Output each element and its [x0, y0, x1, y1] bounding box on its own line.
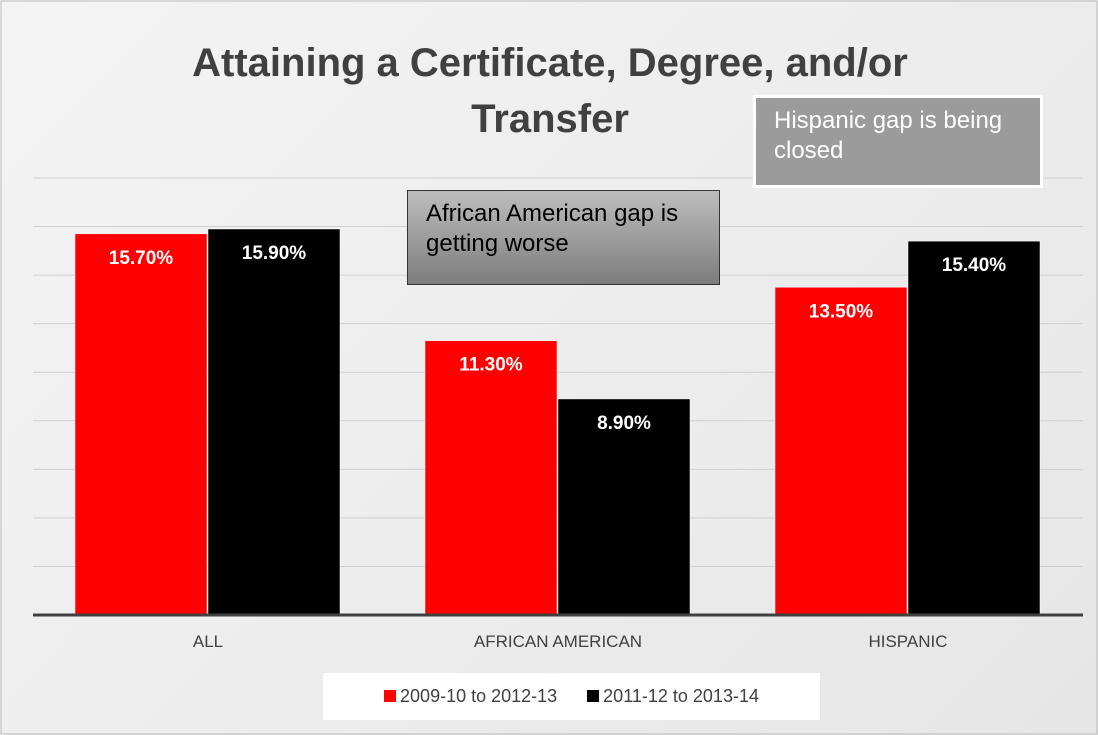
legend-swatch [587, 690, 600, 702]
legend: 2009-10 to 2012-13 2011-12 to 2013-14 [323, 673, 820, 720]
x-tick-label: ALL [193, 632, 223, 651]
x-tick-label: HISPANIC [868, 632, 947, 651]
legend-swatch [384, 690, 397, 702]
legend-item: 2011-12 to 2013-14 [587, 686, 759, 707]
bar [557, 398, 691, 616]
data-label: 11.30% [459, 355, 522, 376]
bar [774, 287, 908, 616]
data-label: 15.90% [242, 243, 307, 264]
data-label: 15.70% [109, 248, 174, 269]
data-label: 13.50% [809, 301, 874, 322]
bar [424, 340, 558, 616]
bar [74, 233, 208, 616]
legend-item: 2009-10 to 2012-13 [384, 686, 557, 707]
bar [207, 228, 341, 616]
legend-label: 2011-12 to 2013-14 [603, 686, 759, 706]
legend-label: 2009-10 to 2012-13 [400, 686, 558, 706]
data-label: 8.90% [597, 413, 651, 434]
annotation: Hispanic gap is being closed [753, 95, 1043, 188]
bar [907, 240, 1041, 616]
x-tick-label: AFRICAN AMERICAN [474, 632, 642, 651]
chart-title: Attaining a Certificate, Degree, and/or … [192, 41, 908, 141]
data-label: 15.40% [942, 255, 1007, 276]
annotation: African American gap is getting worse [407, 190, 720, 285]
